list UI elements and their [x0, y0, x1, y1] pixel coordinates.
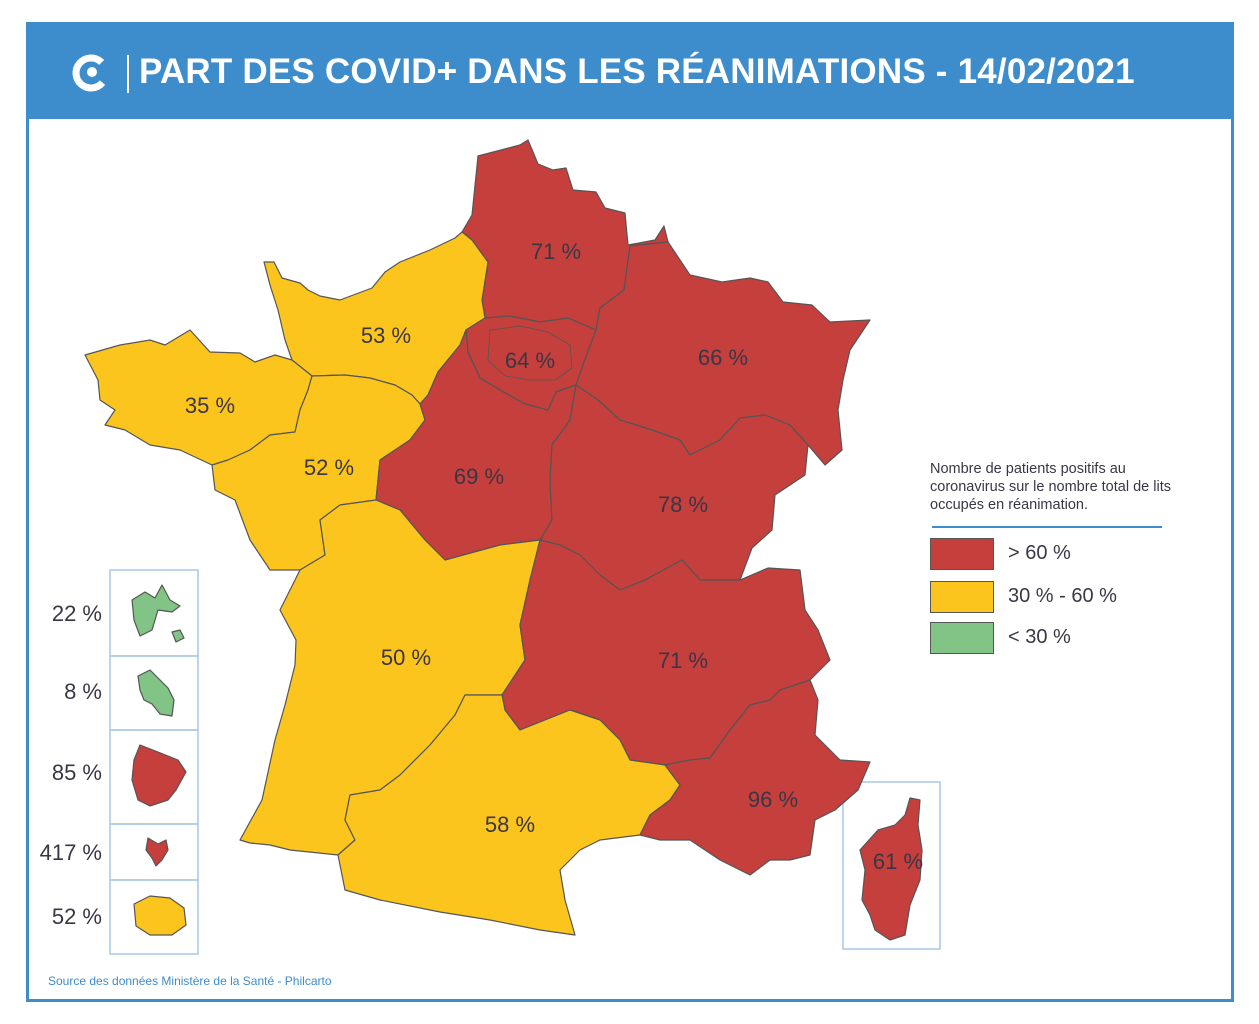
legend-swatch-mid: [930, 581, 994, 613]
overseas-frames: [109, 569, 199, 955]
label-centre-val-de-loire: 69 %: [453, 464, 505, 489]
label-grand-est: 66 %: [697, 345, 749, 370]
corse-inset-frame: [842, 781, 941, 950]
infographic-frame: PART DES COVID+ DANS LES RÉANIMATIONS - …: [26, 22, 1234, 1002]
territory-martinique[interactable]: [137, 669, 175, 717]
label-nouvelle-aquitaine: 50 %: [380, 645, 432, 670]
territory-guyane[interactable]: [131, 744, 187, 807]
label-guyane: 85 %: [51, 760, 102, 785]
label-mayotte: 417 %: [39, 840, 102, 865]
label-bourgogne-franche-comte: 78 %: [657, 492, 709, 517]
territory-la-reunion[interactable]: [133, 895, 187, 936]
label-la-reunion: 52 %: [51, 904, 102, 929]
legend-divider: [932, 526, 1162, 528]
logo-icon: [72, 54, 110, 92]
label-pays-de-la-loire: 52 %: [303, 455, 355, 480]
label-martinique: 8 %: [64, 679, 102, 704]
label-corse: 61 %: [872, 849, 924, 874]
legend-label-mid: 30 % - 60 %: [1008, 585, 1117, 607]
territory-guadeloupe[interactable]: [131, 584, 185, 643]
label-hauts-de-france: 71 %: [530, 239, 582, 264]
header-bar: PART DES COVID+ DANS LES RÉANIMATIONS - …: [29, 25, 1231, 119]
ile-de-france-inner-border: [487, 325, 573, 381]
page-title: PART DES COVID+ DANS LES RÉANIMATIONS - …: [139, 52, 1135, 91]
region-bourgogne-franche-comte[interactable]: [539, 384, 809, 591]
legend-label-high: > 60 %: [1008, 542, 1071, 564]
legend-description: Nombre de patients positifs au coronavir…: [930, 461, 1171, 513]
legend-swatch-high: [930, 538, 994, 570]
label-occitanie: 58 %: [484, 812, 536, 837]
legend-label-low: < 30 %: [1008, 626, 1071, 648]
label-auvergne-rhone-alpes: 71 %: [657, 648, 709, 673]
label-bretagne: 35 %: [184, 393, 236, 418]
label-paca: 96 %: [747, 787, 799, 812]
territory-mayotte[interactable]: [145, 837, 169, 867]
region-paca[interactable]: [639, 679, 871, 876]
source-note: Source des données Ministère de la Santé…: [48, 974, 332, 988]
logo-separator: [127, 55, 129, 93]
label-guadeloupe: 22 %: [51, 601, 102, 626]
region-corse[interactable]: [859, 797, 923, 941]
label-normandie: 53 %: [360, 323, 412, 348]
label-ile-de-france: 64 %: [504, 348, 556, 373]
legend-swatch-low: [930, 622, 994, 654]
